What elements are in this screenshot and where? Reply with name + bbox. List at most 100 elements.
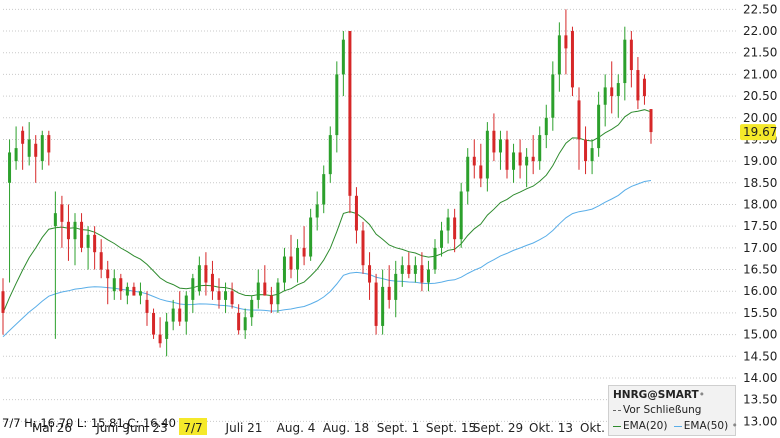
candle-body bbox=[341, 39, 345, 75]
y-tick-label: 22.00 bbox=[743, 24, 777, 38]
candle-body bbox=[73, 221, 77, 240]
candle-body bbox=[152, 312, 156, 335]
candle-body bbox=[557, 35, 561, 75]
y-tick-label: 14.50 bbox=[743, 349, 777, 363]
candle-body bbox=[518, 152, 522, 166]
candle-body bbox=[564, 35, 568, 49]
candle-body bbox=[577, 100, 581, 140]
y-axis: 13.00 13.50 14.00 14.50 15.00 15.50 16.00 16.50… bbox=[743, 2, 777, 428]
info-bar-text: 7/7 H: 16.70 L: 15.81 C: 16.40 bbox=[2, 416, 176, 430]
candle-body bbox=[276, 282, 280, 305]
y-tick-label: 13.50 bbox=[743, 393, 777, 407]
candle-body bbox=[485, 130, 489, 179]
ohlc-info-bar: 7/7 H: 16.70 L: 15.81 C: 16.40 bbox=[2, 416, 176, 430]
candle-body bbox=[315, 204, 319, 218]
y-tick-label: 18.00 bbox=[743, 197, 777, 211]
candle-body bbox=[80, 221, 84, 248]
candle-body bbox=[590, 148, 594, 162]
candle-body bbox=[629, 39, 633, 71]
y-tick-label: 14.00 bbox=[743, 371, 777, 385]
candle-body bbox=[459, 191, 463, 240]
y-tick-label: 19.00 bbox=[743, 154, 777, 168]
y-tick-label: 15.00 bbox=[743, 328, 777, 342]
y-tick-label: 20.00 bbox=[743, 111, 777, 125]
candle-body bbox=[184, 295, 188, 322]
candle-body bbox=[53, 213, 57, 227]
y-tick-label: 22.50 bbox=[743, 2, 777, 16]
candle-body bbox=[381, 286, 385, 326]
candle-body bbox=[178, 308, 182, 322]
candle-body bbox=[230, 291, 234, 305]
candle-body bbox=[217, 291, 221, 300]
candle-body bbox=[197, 265, 201, 292]
last-price-tag: 19.67 bbox=[740, 124, 777, 141]
candle-body bbox=[570, 31, 574, 88]
candle-body bbox=[551, 74, 555, 118]
ema50-layer bbox=[2, 180, 652, 338]
y-tick-label: 13.00 bbox=[743, 414, 777, 428]
x-tick-label: Okt. 13 bbox=[529, 421, 573, 435]
candle-body bbox=[636, 70, 640, 101]
candle-body bbox=[237, 312, 241, 331]
candle-body bbox=[243, 317, 247, 331]
candle-body bbox=[361, 230, 365, 266]
y-tick-label: 21.50 bbox=[743, 46, 777, 60]
x-tick-label: Juni 23 bbox=[125, 421, 167, 435]
candle-body bbox=[158, 334, 162, 344]
candle-body bbox=[86, 234, 90, 248]
candle-body bbox=[525, 156, 529, 166]
candle-body bbox=[440, 230, 444, 248]
candle-body bbox=[544, 117, 548, 136]
candle-body bbox=[309, 217, 313, 257]
y-tick-label: 15.50 bbox=[743, 306, 777, 320]
candle-body bbox=[368, 265, 372, 283]
candle-body bbox=[413, 265, 417, 274]
legend-ema20-label: EMA(20) bbox=[623, 420, 668, 432]
candle-body bbox=[426, 269, 430, 283]
legend-prev-close: Vor Schließung bbox=[613, 404, 701, 416]
candle-body bbox=[453, 217, 457, 240]
x-label-highlight bbox=[179, 418, 207, 435]
candle-body bbox=[145, 299, 149, 313]
last-price-tag-bg bbox=[740, 124, 776, 141]
candle-body bbox=[374, 282, 378, 326]
y-tick-label: 17.50 bbox=[743, 219, 777, 233]
candle-body bbox=[420, 265, 424, 283]
candle-body bbox=[289, 256, 293, 270]
candle-body bbox=[433, 247, 437, 270]
candle-body bbox=[498, 139, 502, 153]
candle-body bbox=[263, 282, 267, 296]
ema50-line bbox=[2, 180, 652, 338]
candle-body bbox=[400, 265, 404, 274]
legend-prev-close-label: Vor Schließung bbox=[623, 404, 702, 416]
candle-body bbox=[256, 282, 260, 300]
x-tick-label: Juni 9 bbox=[95, 421, 130, 435]
candle-body bbox=[348, 31, 352, 196]
y-tick-label: 20.50 bbox=[743, 89, 777, 103]
candle-body bbox=[112, 278, 116, 292]
y-tick-label: 21.00 bbox=[743, 67, 777, 81]
candle-body bbox=[505, 139, 509, 170]
ema20-line-icon bbox=[613, 425, 621, 427]
candle-body bbox=[250, 299, 254, 318]
legend-ema-row: EMA(20) EMA(50) • bbox=[613, 420, 738, 432]
candle-body bbox=[21, 130, 25, 144]
y-tick-label: 16.00 bbox=[743, 284, 777, 298]
candle-body bbox=[466, 156, 470, 192]
candle-body bbox=[191, 278, 195, 300]
candle-body bbox=[1, 291, 5, 313]
candle-body bbox=[93, 234, 97, 253]
candle-body bbox=[322, 174, 326, 205]
x-tick-label: Mai 26 bbox=[32, 421, 72, 435]
x-tick-label: Juli 21 bbox=[225, 421, 263, 435]
candle-body bbox=[512, 152, 516, 170]
candle-body bbox=[479, 165, 483, 179]
ema50-line-icon bbox=[673, 425, 682, 427]
candle-body bbox=[282, 256, 286, 283]
candle-body bbox=[60, 204, 64, 222]
candle-body bbox=[603, 87, 607, 105]
candle-body bbox=[623, 39, 627, 84]
candle-body bbox=[138, 291, 142, 296]
last-price-label: 19.67 bbox=[743, 125, 777, 139]
y-tick-label: 18.50 bbox=[743, 176, 777, 190]
